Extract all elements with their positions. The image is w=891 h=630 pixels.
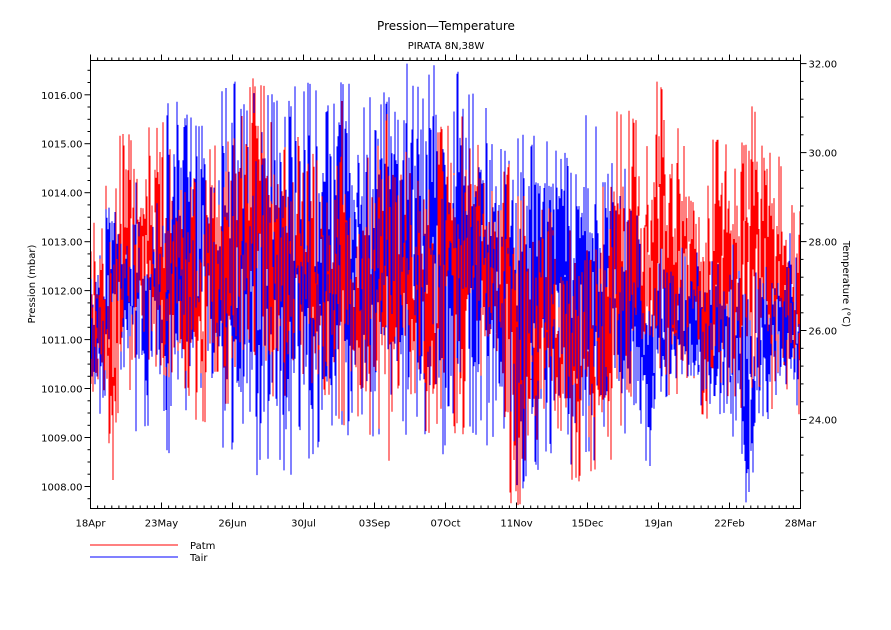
y-left-tick-label: 1012.00: [41, 287, 82, 298]
x-tick-label: 03Sep: [359, 519, 391, 530]
series-layer: [90, 63, 801, 506]
x-tick-label: 07Oct: [430, 519, 460, 530]
x-tick-label: 23May: [145, 519, 178, 530]
legend: Patm Tair: [90, 541, 215, 564]
y-right-tick-label: 24.00: [809, 416, 838, 427]
y-right-tick-label: 26.00: [809, 327, 838, 338]
y-left-tick-label: 1016.00: [41, 91, 82, 102]
y-axis-right-label: Temperature (°C): [840, 240, 851, 327]
y-right-tick-label: 32.00: [809, 60, 838, 71]
legend-label-patm: Patm: [190, 541, 215, 552]
x-tick-label: 19Jan: [644, 519, 672, 530]
x-tick-label: 15Dec: [571, 519, 603, 530]
x-tick-label: 18Apr: [75, 519, 106, 530]
y-left-tick-label: 1011.00: [41, 336, 82, 347]
x-tick-label: 22Feb: [714, 519, 744, 530]
y-left-tick-label: 1015.00: [41, 140, 82, 151]
x-tick-label: 28Mar: [785, 519, 817, 530]
legend-label-tair: Tair: [189, 553, 208, 564]
y-right-tick-label: 30.00: [809, 149, 838, 160]
y-left-tick-label: 1009.00: [41, 434, 82, 445]
y-left-tick-label: 1014.00: [41, 189, 82, 200]
y-left-tick-label: 1008.00: [41, 483, 82, 494]
y-left-tick-label: 1013.00: [41, 238, 82, 249]
x-tick-label: 26Jun: [218, 519, 246, 530]
x-tick-label: 30Jul: [291, 519, 316, 530]
y-right-tick-label: 28.00: [809, 238, 838, 249]
x-tick-label: 11Nov: [500, 519, 532, 530]
chart-title: Pression—Temperature: [377, 19, 515, 33]
chart-subtitle: PIRATA 8N,38W: [408, 41, 485, 52]
y-axis-left-label: Pression (mbar): [27, 244, 38, 323]
axis-layer: 18Apr 23May 26Jun 30Jul 03Sep 07Oct 11Nov 15Dec…: [41, 54, 838, 530]
y-left-tick-label: 1010.00: [41, 385, 82, 396]
